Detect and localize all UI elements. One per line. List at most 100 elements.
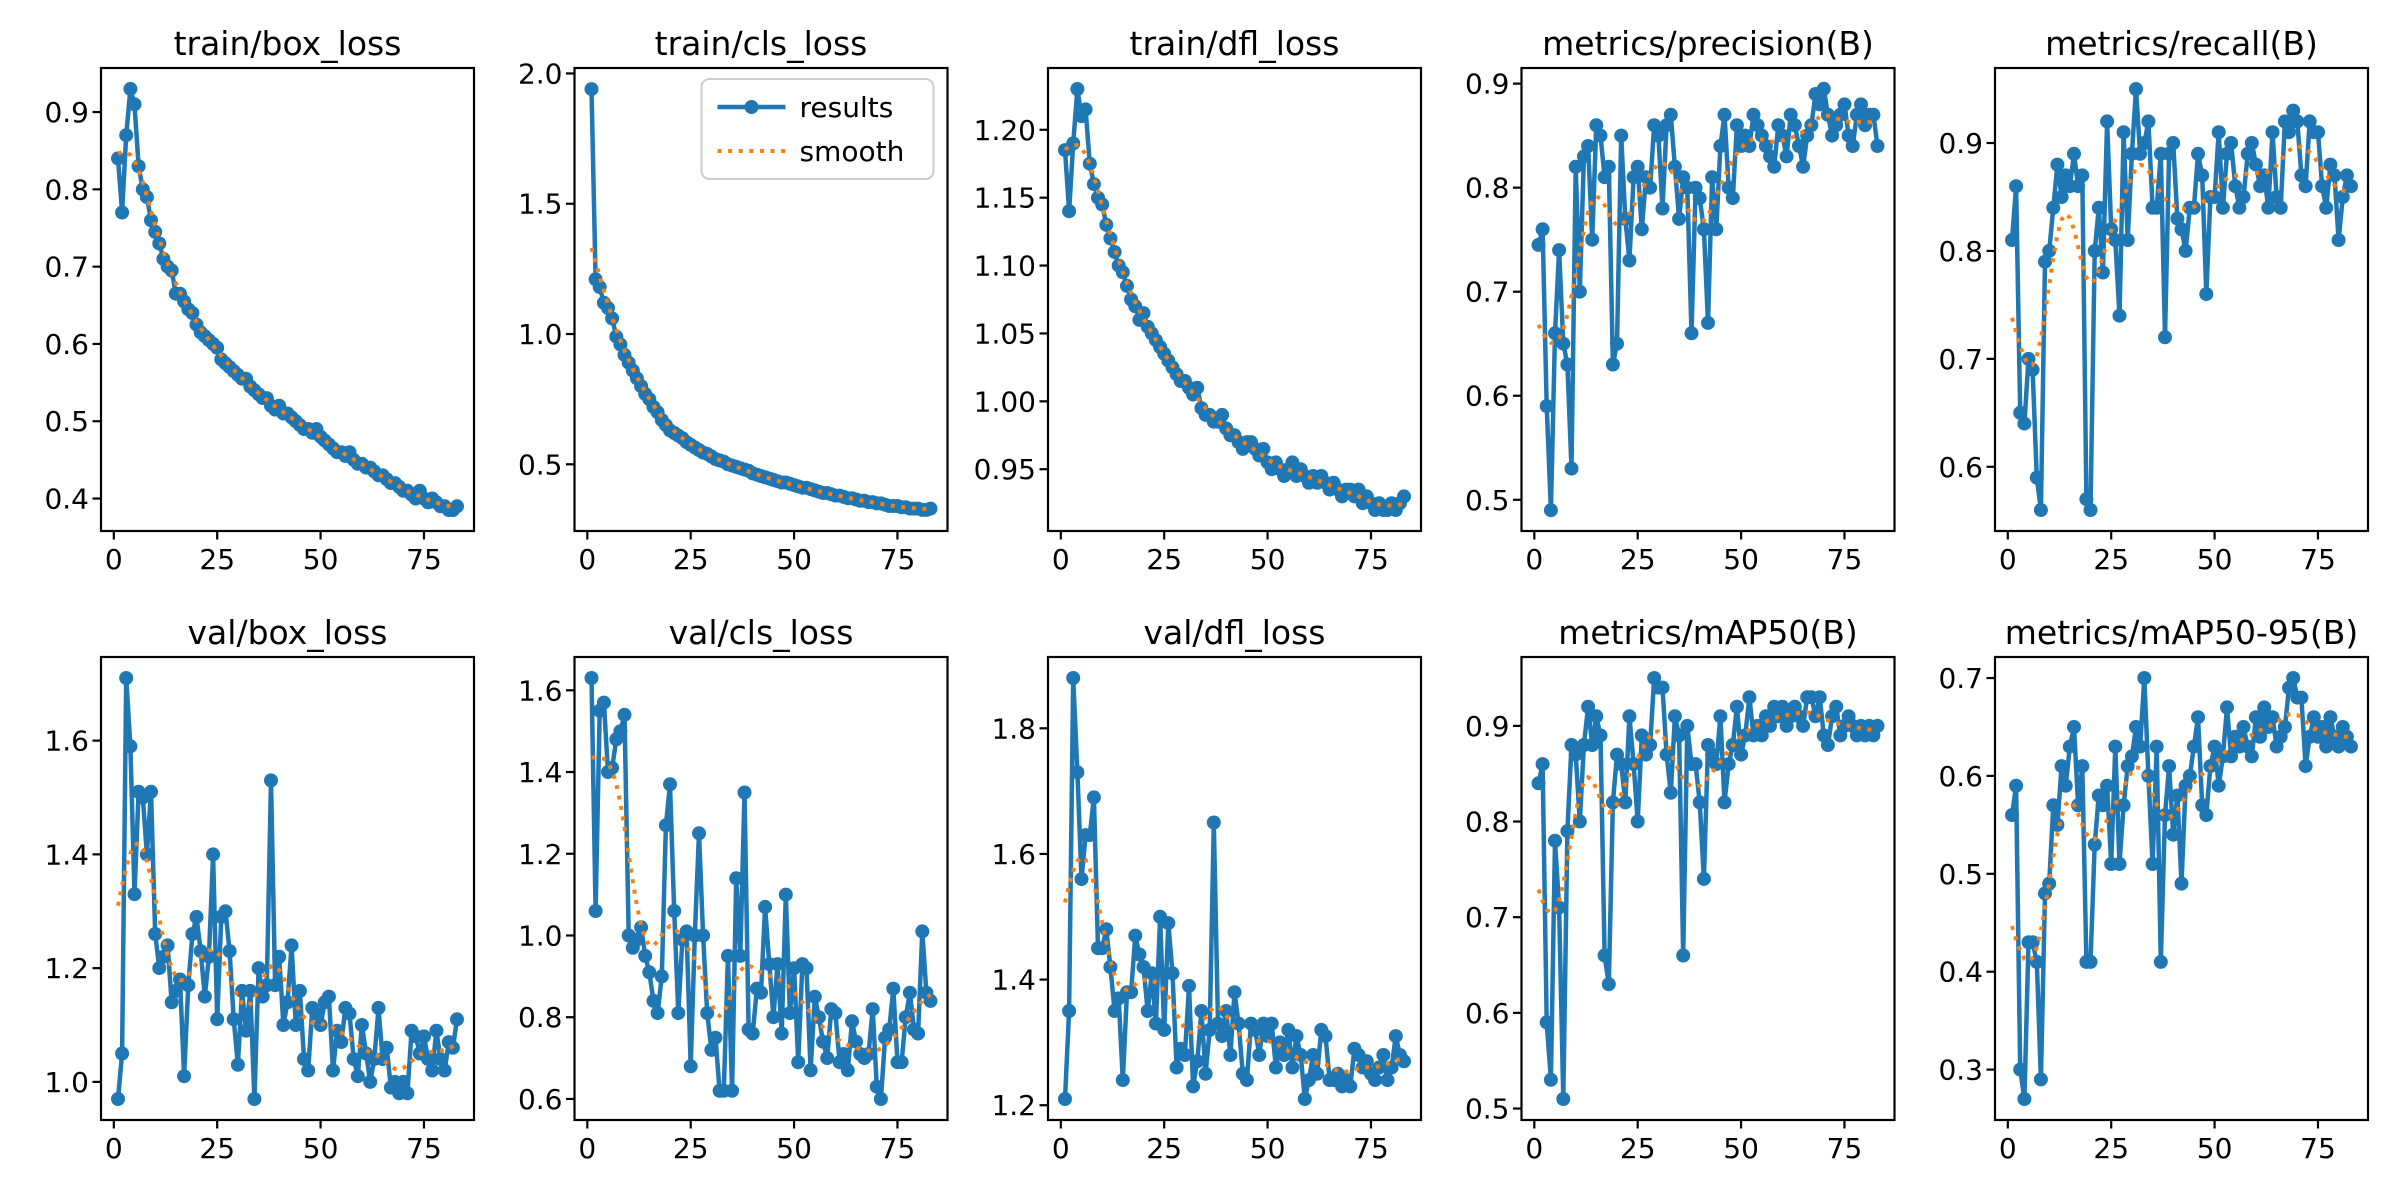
y-tick-label: 0.9 [44, 96, 89, 129]
subplot-title: train/dfl_loss [1130, 24, 1340, 63]
results-marker [2306, 710, 2321, 725]
results-marker [2033, 503, 2048, 517]
results-marker [882, 1022, 897, 1037]
results-marker [437, 1063, 452, 1078]
results-marker [1812, 690, 1827, 705]
results-marker [869, 1079, 884, 1094]
results-marker [119, 671, 134, 685]
results-marker [1601, 977, 1616, 992]
results-marker [770, 957, 785, 972]
results-marker [2124, 749, 2139, 764]
results-marker [297, 1052, 311, 1067]
results-marker [2277, 720, 2292, 734]
y-tick-label: 0.5 [1465, 1093, 1510, 1126]
results-marker [342, 1006, 357, 1021]
results-marker [1539, 399, 1554, 414]
results-marker [737, 785, 752, 800]
results-marker [2158, 330, 2172, 345]
y-tick-label: 1.15 [974, 182, 1036, 215]
results-marker [799, 961, 814, 976]
results-marker [613, 337, 628, 352]
results-marker [210, 1012, 225, 1027]
results-marker [865, 1002, 880, 1017]
y-tick-label: 1.00 [974, 385, 1036, 418]
results-marker [148, 927, 163, 941]
subplot-train-box-loss: train/box_loss 0.4 0.5 0.6 0.7 0.8 0.9 0 25 50 75 [44, 24, 476, 576]
results-marker [2335, 190, 2350, 204]
results-marker [1618, 795, 1633, 810]
results-marker [1688, 757, 1703, 772]
results-marker [2017, 416, 2032, 431]
results-marker [845, 1014, 859, 1029]
results-marker [1206, 815, 1221, 830]
results-marker [1729, 118, 1744, 133]
results-marker [400, 1086, 415, 1101]
x-tick-label: 0 [578, 1132, 596, 1165]
y-tick-label: 1.4 [991, 964, 1036, 997]
x-tick-label: 75 [880, 1132, 916, 1165]
results-marker [1058, 1092, 1072, 1106]
results-marker [421, 1052, 436, 1067]
results-marker [1812, 97, 1827, 112]
results-marker [189, 909, 204, 924]
x-tick-label: 25 [673, 1132, 709, 1165]
x-tick-label: 75 [1353, 1132, 1389, 1165]
results-marker [1725, 191, 1740, 206]
results-marker [733, 948, 748, 963]
results-marker [1211, 1016, 1225, 1031]
x-tick-label: 25 [2093, 1132, 2129, 1165]
results-marker [820, 1051, 835, 1066]
results-marker [1709, 757, 1724, 772]
smooth-line [116, 840, 458, 1072]
results-marker [1260, 1029, 1275, 1044]
results-marker [429, 1023, 444, 1038]
results-marker [1531, 237, 1546, 252]
results-marker [1593, 728, 1608, 743]
results-marker [803, 1063, 818, 1078]
results-marker [2095, 798, 2110, 813]
results-marker [2067, 146, 2081, 161]
results-marker [2145, 857, 2160, 871]
results-marker [2182, 768, 2197, 783]
results-marker [654, 969, 669, 984]
results-marker [160, 938, 175, 953]
results-marker [1397, 1054, 1411, 1069]
results-marker [1268, 1060, 1283, 1075]
results-marker [1182, 978, 1196, 993]
y-tick-label: 0.6 [1938, 451, 1983, 484]
results-marker [2195, 168, 2210, 183]
results-marker [1717, 107, 1732, 122]
results-marker [1676, 948, 1691, 963]
results-marker [1343, 1079, 1358, 1094]
y-tick-label: 0.5 [1938, 858, 1983, 891]
results-marker [1124, 985, 1139, 1000]
x-tick-label: 0 [1525, 1132, 1543, 1165]
results-marker [288, 1018, 303, 1032]
axes-box [573, 655, 949, 1122]
y-tick-label: 0.95 [974, 453, 1036, 486]
results-marker [280, 995, 295, 1010]
y-tick-label: 0.7 [1938, 343, 1983, 376]
results-marker [1680, 718, 1695, 733]
results-marker [2191, 710, 2205, 725]
results-marker [1564, 461, 1579, 476]
x-tick-label: 50 [776, 1132, 812, 1165]
y-tick-label: 1.10 [974, 250, 1036, 283]
y-tick-label: 0.8 [1938, 235, 1983, 268]
results-marker [1854, 97, 1868, 112]
y-tick-label: 0.4 [1938, 956, 1983, 989]
results-marker [2083, 954, 2098, 969]
results-marker [1692, 795, 1707, 810]
smooth-line [589, 247, 931, 511]
results-marker [1754, 728, 1769, 743]
results-marker [629, 932, 644, 947]
results-marker [650, 1006, 665, 1021]
subplot-title: metrics/precision(B) [1542, 24, 1874, 63]
results-marker [873, 1092, 888, 1106]
results-marker [1816, 81, 1831, 96]
results-marker [2244, 136, 2259, 150]
x-tick-label: 25 [673, 543, 709, 576]
results-marker [1552, 243, 1567, 258]
results-marker [2170, 788, 2185, 803]
results-marker [1630, 159, 1645, 174]
